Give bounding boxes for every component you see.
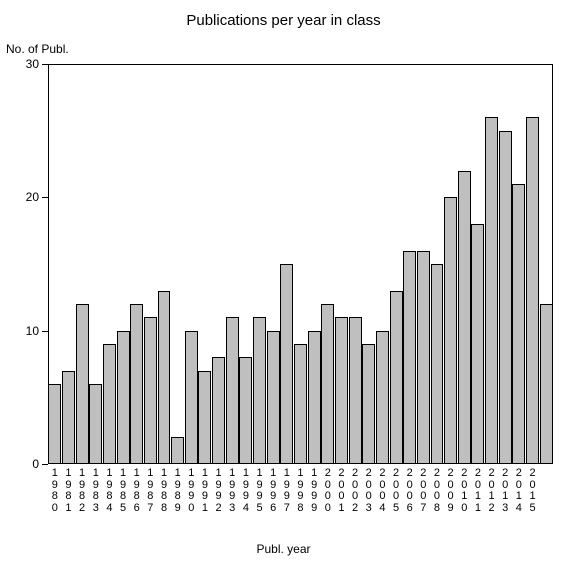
x-category-label: 1989 <box>171 468 185 514</box>
bar <box>431 264 444 464</box>
x-category-label: 2011 <box>471 468 485 514</box>
x-category-label: 1990 <box>184 468 198 514</box>
x-category-label: 1985 <box>116 468 130 514</box>
x-category-label: 1981 <box>62 468 76 514</box>
bar <box>185 331 198 464</box>
bar <box>376 331 389 464</box>
y-tick-label: 0 <box>9 457 39 471</box>
x-category-label: 1995 <box>253 468 267 514</box>
x-category-label: 1986 <box>130 468 144 514</box>
bar <box>308 331 321 464</box>
x-category-label: 1997 <box>280 468 294 514</box>
x-category-label: 1992 <box>212 468 226 514</box>
x-category-label: 1983 <box>89 468 103 514</box>
bar <box>239 357 252 464</box>
bar <box>335 317 348 464</box>
y-tick-label: 10 <box>9 324 39 338</box>
bar <box>403 251 416 464</box>
x-category-label: 2012 <box>485 468 499 514</box>
x-category-label: 1996 <box>266 468 280 514</box>
x-category-label: 2000 <box>321 468 335 514</box>
bar <box>321 304 334 464</box>
x-category-label: 2010 <box>457 468 471 514</box>
bar <box>512 184 525 464</box>
x-category-label: 1982 <box>75 468 89 514</box>
bar <box>130 304 143 464</box>
bar <box>226 317 239 464</box>
x-category-label: 2006 <box>403 468 417 514</box>
x-category-label: 1991 <box>198 468 212 514</box>
bar <box>471 224 484 464</box>
bar <box>76 304 89 464</box>
x-category-label: 2015 <box>526 468 540 514</box>
bar <box>540 304 553 464</box>
chart-canvas: Publications per year in class No. of Pu… <box>0 0 567 567</box>
x-category-label: 1980 <box>48 468 62 514</box>
x-category-label: 2013 <box>498 468 512 514</box>
y-axis-title: No. of Publ. <box>6 42 69 56</box>
bar <box>212 357 225 464</box>
x-category-label: 2005 <box>389 468 403 514</box>
x-category-label: 2004 <box>376 468 390 514</box>
y-tick <box>42 464 48 465</box>
bar <box>349 317 362 464</box>
x-category-label: 2001 <box>335 468 349 514</box>
x-category-label: 1998 <box>294 468 308 514</box>
bar <box>294 344 307 464</box>
y-tick <box>42 331 48 332</box>
bar <box>458 171 471 464</box>
bar <box>117 331 130 464</box>
x-category-label: 2008 <box>430 468 444 514</box>
bar <box>267 331 280 464</box>
bar <box>158 291 171 464</box>
bar <box>444 197 457 464</box>
bar <box>485 117 498 464</box>
y-tick <box>42 64 48 65</box>
bar <box>144 317 157 464</box>
bar <box>198 371 211 464</box>
x-category-label: 1987 <box>144 468 158 514</box>
bar <box>390 291 403 464</box>
y-tick-label: 20 <box>9 190 39 204</box>
x-category-label: 1988 <box>157 468 171 514</box>
x-category-label: 1984 <box>103 468 117 514</box>
y-tick-label: 30 <box>9 57 39 71</box>
bar <box>526 117 539 464</box>
x-category-label: 2002 <box>348 468 362 514</box>
x-category-label: 1999 <box>307 468 321 514</box>
x-category-label: 2014 <box>512 468 526 514</box>
bar <box>89 384 102 464</box>
axis-line <box>48 64 553 65</box>
x-category-label: 2009 <box>444 468 458 514</box>
x-axis-title: Publ. year <box>0 542 567 556</box>
x-category-label: 1994 <box>239 468 253 514</box>
bar <box>362 344 375 464</box>
y-tick <box>42 197 48 198</box>
chart-title: Publications per year in class <box>0 12 567 29</box>
bar <box>499 131 512 464</box>
bar <box>103 344 116 464</box>
bar <box>280 264 293 464</box>
x-category-label: 2003 <box>362 468 376 514</box>
bar <box>62 371 75 464</box>
plot-area: 0102030 <box>48 64 553 464</box>
bar <box>48 384 61 464</box>
x-categories: 1980198119821983198419851986198719881989… <box>48 468 553 538</box>
bar <box>417 251 430 464</box>
x-category-label: 2007 <box>417 468 431 514</box>
x-category-label: 1993 <box>225 468 239 514</box>
bar <box>171 437 184 464</box>
bar <box>253 317 266 464</box>
